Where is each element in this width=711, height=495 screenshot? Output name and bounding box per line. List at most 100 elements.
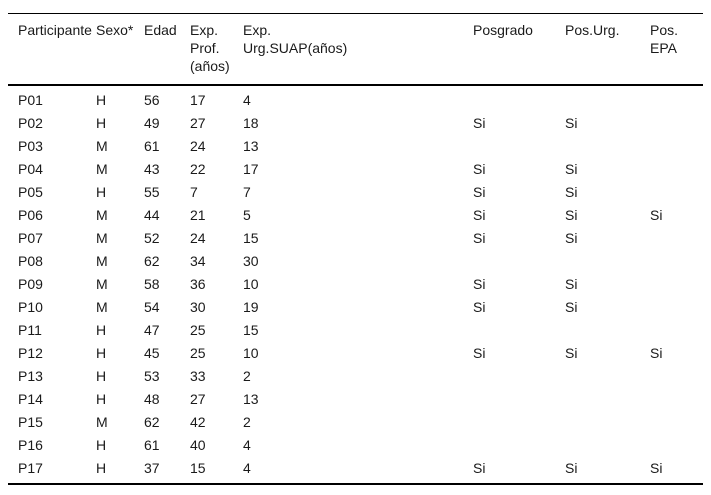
cell-pos-urg [565,319,650,342]
cell-pos-epa [650,227,703,250]
cell-participante: P01 [18,92,43,108]
cell-participante: P13 [18,368,43,384]
cell-pos-urg: Si [565,276,578,292]
cell-pos-urg: Si [565,299,578,315]
cell-edad: 61 [144,138,160,154]
cell-exp-prof: 22 [190,161,206,177]
cell-participante: P09 [18,276,43,292]
column-header-pos-urg: Pos.Urg. [565,22,620,38]
cell-posgrado [473,388,565,411]
cell-sexo: M [96,414,108,430]
cell-exp-prof: 24 [190,138,206,154]
table-row: P11 H 47 25 15 [8,319,703,342]
cell-edad: 44 [144,207,160,223]
table-row: P12 H 45 25 10 Si Si Si [8,342,703,365]
column-header-pos-epa: Pos. EPA [650,22,679,56]
table-row: P14 H 48 27 13 [8,388,703,411]
cell-sexo: M [96,207,108,223]
cell-posgrado [473,319,565,342]
cell-edad: 37 [144,460,160,476]
table-row: P08 M 62 34 30 [8,250,703,273]
cell-participante: P15 [18,414,43,430]
cell-exp-urg-suap: 13 [243,138,259,154]
cell-edad: 58 [144,276,160,292]
cell-sexo: M [96,299,108,315]
cell-exp-urg-suap: 4 [243,92,251,108]
cell-posgrado [473,434,565,457]
cell-edad: 54 [144,299,160,315]
cell-edad: 45 [144,345,160,361]
table-row: P07 M 52 24 15 Si Si [8,227,703,250]
cell-exp-prof: 24 [190,230,206,246]
cell-exp-prof: 21 [190,207,206,223]
table-row: P16 H 61 40 4 [8,434,703,457]
cell-pos-urg: Si [565,345,578,361]
cell-edad: 47 [144,322,160,338]
table-row: P13 H 53 33 2 [8,365,703,388]
cell-posgrado: Si [473,207,486,223]
cell-exp-urg-suap: 10 [243,276,259,292]
cell-participante: P06 [18,207,43,223]
cell-exp-urg-suap: 10 [243,345,259,361]
cell-edad: 55 [144,184,160,200]
cell-pos-urg [565,365,650,388]
table-row: P05 H 55 7 7 Si Si [8,181,703,204]
cell-exp-urg-suap: 5 [243,207,251,223]
table-row: P02 H 49 27 18 Si Si [8,112,703,135]
cell-participante: P07 [18,230,43,246]
cell-pos-epa: Si [650,460,663,476]
column-header-participante: Participante [18,22,92,38]
cell-edad: 56 [144,92,160,108]
cell-posgrado: Si [473,345,486,361]
cell-pos-urg [565,135,650,158]
cell-sexo: H [96,92,107,108]
cell-pos-urg [565,250,650,273]
cell-posgrado: Si [473,230,486,246]
cell-pos-epa [650,112,703,135]
cell-sexo: H [96,322,107,338]
cell-pos-epa [650,135,703,158]
cell-participante: P12 [18,345,43,361]
cell-edad: 62 [144,414,160,430]
cell-sexo: H [96,345,107,361]
cell-sexo: M [96,253,108,269]
cell-pos-urg: Si [565,115,578,131]
cell-sexo: H [96,115,107,131]
cell-pos-epa [650,296,703,319]
column-header-sexo: Sexo* [96,22,134,38]
cell-pos-epa [650,158,703,181]
cell-exp-prof: 34 [190,253,206,269]
table-row: P15 M 62 42 2 [8,411,703,434]
cell-pos-epa: Si [650,207,663,223]
cell-posgrado: Si [473,276,486,292]
column-header-exp-prof: Exp. Prof. (años) [190,22,230,74]
cell-exp-urg-suap: 30 [243,253,259,269]
column-header-exp-urg-suap: Exp. Urg.SUAP(años) [243,22,348,56]
cell-posgrado: Si [473,299,486,315]
cell-exp-prof: 25 [190,345,206,361]
cell-sexo: M [96,161,108,177]
cell-pos-epa [650,365,703,388]
cell-edad: 61 [144,437,160,453]
cell-participante: P05 [18,184,43,200]
cell-posgrado: Si [473,161,486,177]
cell-exp-urg-suap: 17 [243,161,259,177]
cell-pos-urg [565,434,650,457]
cell-exp-urg-suap: 2 [243,414,251,430]
cell-pos-urg: Si [565,184,578,200]
cell-pos-urg [565,411,650,434]
cell-pos-urg [565,388,650,411]
cell-sexo: H [96,391,107,407]
cell-participante: P17 [18,460,43,476]
cell-participante: P11 [18,322,42,338]
cell-exp-prof: 40 [190,437,206,453]
cell-pos-urg: Si [565,460,578,476]
cell-exp-urg-suap: 15 [243,322,259,338]
cell-exp-prof: 25 [190,322,206,338]
table-row: P04 M 43 22 17 Si Si [8,158,703,181]
cell-exp-urg-suap: 2 [243,368,251,384]
cell-sexo: H [96,368,107,384]
cell-edad: 53 [144,368,160,384]
participants-table: Participante Sexo* Edad Exp. Prof. (años… [8,13,703,485]
cell-sexo: H [96,184,107,200]
